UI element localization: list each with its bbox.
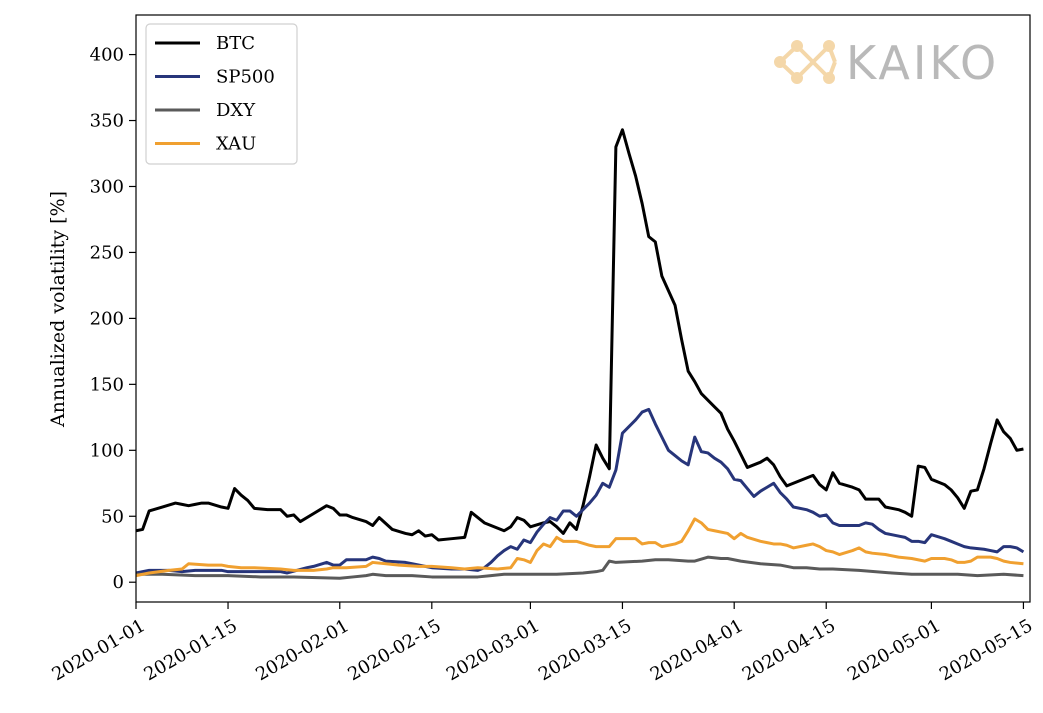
legend-label-dxy: DXY xyxy=(216,100,256,121)
y-tick-label: 50 xyxy=(101,506,124,527)
y-tick-label: 400 xyxy=(90,45,124,66)
x-tick-label: 2020-02-15 xyxy=(344,615,444,685)
watermark-text: KAIKO xyxy=(846,36,999,90)
series-line-sp500 xyxy=(135,407,1025,575)
plot-frame xyxy=(135,14,1031,603)
legend: BTC SP500 DXY XAU xyxy=(145,23,298,165)
legend-box xyxy=(145,23,298,165)
kaiko-watermark: KAIKO xyxy=(774,36,999,90)
series-lines xyxy=(135,128,1025,580)
x-tick-label: 2020-03-01 xyxy=(443,615,543,685)
x-tick-label: 2020-05-01 xyxy=(844,615,944,685)
x-tick-label: 2020-01-15 xyxy=(141,615,241,685)
y-tick-label: 300 xyxy=(90,176,124,197)
x-tick-label: 2020-04-01 xyxy=(647,615,747,685)
y-tick-label: 150 xyxy=(90,374,124,395)
series-line-xau xyxy=(135,517,1024,578)
x-tick-label: 2020-05-15 xyxy=(936,615,1036,685)
legend-label-xau: XAU xyxy=(216,134,256,155)
x-tick-label: 2020-01-01 xyxy=(49,615,149,685)
legend-label-sp500: SP500 xyxy=(216,67,275,88)
y-tick-label: 200 xyxy=(90,308,124,329)
y-tick-label: 350 xyxy=(90,111,124,132)
y-tick-label: 250 xyxy=(90,242,124,263)
y-tick-label: 100 xyxy=(90,440,124,461)
series-line-btc xyxy=(135,128,1024,542)
y-tick-label: 0 xyxy=(113,572,124,593)
x-tick-label: 2020-02-01 xyxy=(252,615,352,685)
x-tick-label: 2020-03-15 xyxy=(535,615,635,685)
y-axis-label: Annualized volatility [%] xyxy=(47,191,69,428)
kaiko-logo-icon xyxy=(774,40,837,84)
x-tick-label: 2020-04-15 xyxy=(739,615,839,685)
legend-label-btc: BTC xyxy=(216,33,255,54)
series-line-dxy xyxy=(136,555,1024,580)
y-axis: 0 50 100 150 200 250 300 350 400 xyxy=(90,45,136,593)
